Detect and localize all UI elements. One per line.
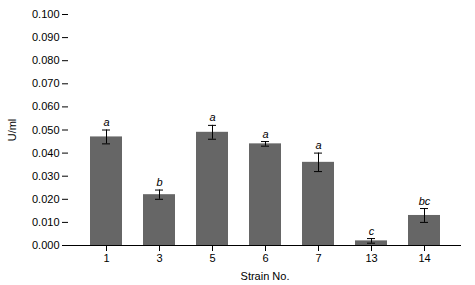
svg-text:a: a [209, 111, 215, 123]
svg-text:0.050: 0.050 [32, 124, 60, 136]
svg-text:0.030: 0.030 [32, 170, 60, 182]
svg-text:0.090: 0.090 [32, 31, 60, 43]
svg-text:b: b [156, 176, 162, 188]
svg-text:a: a [262, 128, 268, 140]
svg-text:0.060: 0.060 [32, 100, 60, 112]
svg-text:14: 14 [418, 252, 430, 264]
svg-text:bc: bc [419, 195, 431, 207]
svg-text:c: c [369, 225, 375, 237]
svg-text:U/ml: U/ml [6, 119, 18, 142]
svg-text:0.100: 0.100 [32, 8, 60, 20]
svg-text:3: 3 [156, 252, 162, 264]
svg-text:0.010: 0.010 [32, 216, 60, 228]
svg-text:Strain No.: Strain No. [241, 270, 290, 282]
svg-text:0.020: 0.020 [32, 193, 60, 205]
svg-text:a: a [103, 116, 109, 128]
svg-text:0.070: 0.070 [32, 77, 60, 89]
svg-text:a: a [315, 139, 321, 151]
svg-text:6: 6 [262, 252, 268, 264]
svg-text:13: 13 [365, 252, 377, 264]
svg-text:0.040: 0.040 [32, 147, 60, 159]
svg-text:0.000: 0.000 [32, 239, 60, 251]
svg-text:7: 7 [315, 252, 321, 264]
svg-text:0.080: 0.080 [32, 54, 60, 66]
svg-text:1: 1 [103, 252, 109, 264]
svg-text:5: 5 [209, 252, 215, 264]
